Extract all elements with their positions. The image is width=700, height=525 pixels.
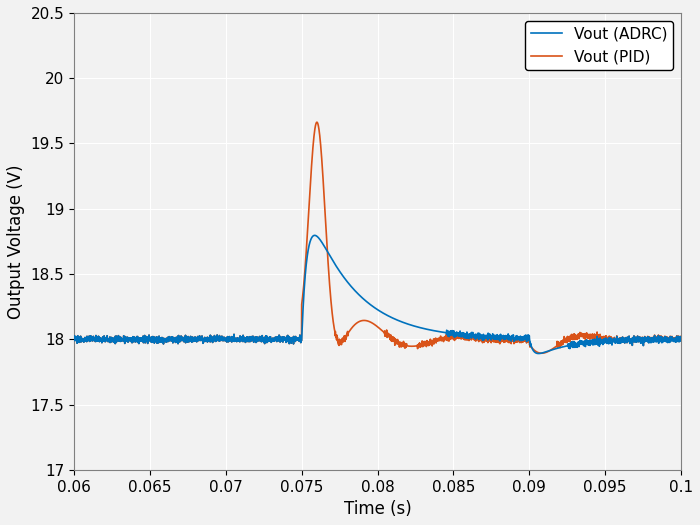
Line: Vout (PID): Vout (PID) [74, 122, 681, 353]
Vout (PID) [335, 342, 344, 348]
Vout (PID) [70, 333, 78, 340]
Vout (ADRC) [534, 350, 542, 356]
Y-axis label: Output Voltage (V): Output Voltage (V) [7, 164, 25, 319]
Vout (ADRC) [335, 268, 344, 274]
Vout (PID) [538, 350, 546, 356]
Vout (ADRC) [483, 333, 491, 340]
Vout (PID) [313, 119, 321, 125]
Vout (PID) [483, 336, 491, 342]
Vout (ADRC) [375, 308, 384, 314]
Vout (PID) [375, 326, 384, 332]
Legend: Vout (ADRC), Vout (PID): Vout (ADRC), Vout (PID) [525, 20, 673, 70]
Vout (ADRC) [155, 339, 164, 345]
Vout (PID) [190, 338, 199, 344]
Vout (ADRC) [677, 335, 685, 342]
Vout (PID) [155, 339, 164, 345]
Vout (ADRC) [311, 232, 319, 238]
Vout (ADRC) [328, 257, 337, 263]
X-axis label: Time (s): Time (s) [344, 500, 412, 518]
Vout (ADRC) [70, 333, 78, 340]
Vout (ADRC) [190, 338, 199, 344]
Vout (PID) [328, 313, 337, 319]
Vout (PID) [677, 335, 685, 341]
Line: Vout (ADRC): Vout (ADRC) [74, 235, 681, 353]
